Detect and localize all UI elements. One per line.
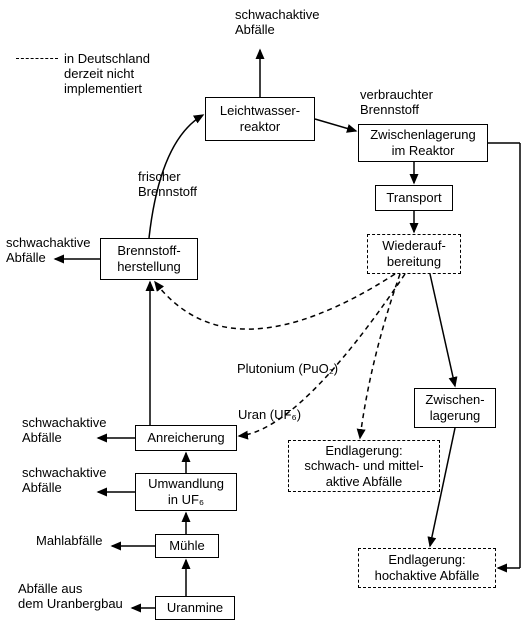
node-anreicherung: Anreicherung	[135, 425, 237, 451]
node-uranmine: Uranmine	[155, 596, 235, 620]
label-uran: Uran (UF₆)	[238, 408, 301, 423]
label-mahl: Mahlabfälle	[36, 534, 103, 549]
node-zwischenlagerung2: Zwischen-lagerung	[414, 388, 496, 428]
node-endlager_sm: Endlagerung:schwach- und mittel-aktive A…	[288, 440, 440, 492]
label-verbrauchter: verbrauchterBrennstoff	[360, 88, 433, 118]
node-endlager_hoch: Endlagerung:hochaktive Abfälle	[358, 548, 496, 588]
node-muehle: Mühle	[155, 534, 219, 558]
label-schwach_top: schwachaktiveAbfälle	[235, 8, 320, 38]
label-plutonium: Plutonium (PuO₂)	[237, 362, 338, 377]
label-schwach_left1: schwachaktiveAbfälle	[6, 236, 91, 266]
node-wiederauf: Wiederauf-bereitung	[367, 234, 461, 274]
node-zwischen_reaktor: Zwischenlagerungim Reaktor	[358, 124, 488, 162]
node-transport: Transport	[375, 185, 453, 211]
label-schwach_left2: schwachaktiveAbfälle	[22, 416, 107, 446]
node-brennstoffherst: Brennstoff-herstellung	[100, 238, 198, 280]
node-umwandlung: Umwandlungin UF₆	[135, 473, 237, 511]
legend-dash-line	[16, 58, 58, 59]
label-abfall_bergbau: Abfälle ausdem Uranbergbau	[18, 582, 123, 612]
label-legend: in Deutschlandderzeit nichtimplementiert	[64, 52, 150, 97]
label-schwach_left3: schwachaktiveAbfälle	[22, 466, 107, 496]
label-frischer: frischerBrennstoff	[138, 170, 197, 200]
node-leichtwasser: Leichtwasser-reaktor	[205, 97, 315, 141]
